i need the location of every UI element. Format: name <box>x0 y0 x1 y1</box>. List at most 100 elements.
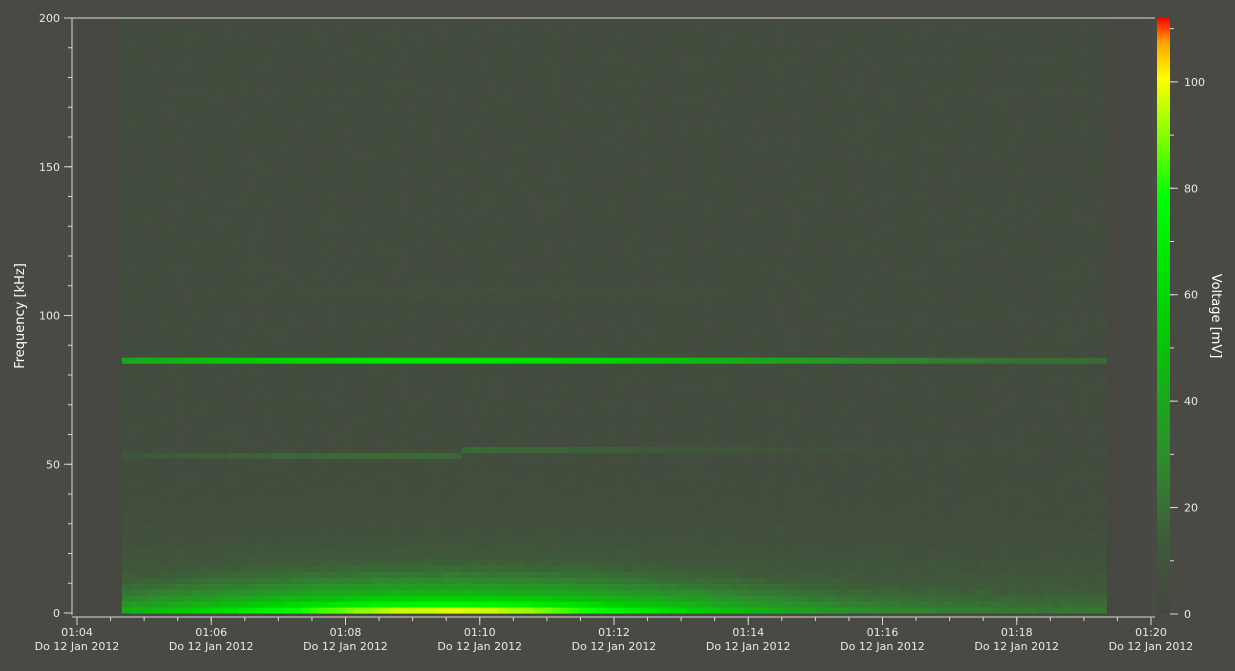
heatmap-cell <box>247 29 257 37</box>
heatmap-cell <box>470 315 481 322</box>
heatmap-cell <box>336 589 347 596</box>
heatmap-cell <box>202 119 212 126</box>
heatmap-cell <box>345 482 356 489</box>
heatmap-cell <box>461 559 472 566</box>
heatmap-cell <box>524 53 535 61</box>
heatmap-cell <box>148 428 159 436</box>
heatmap-cell <box>345 125 356 132</box>
heatmap-cell <box>470 488 481 495</box>
heatmap-cell <box>417 65 427 73</box>
heatmap-cell <box>318 333 329 340</box>
heatmap-cell <box>435 553 445 561</box>
heatmap-cell <box>202 434 212 442</box>
heatmap-cell <box>444 160 454 168</box>
heatmap-cell <box>515 71 526 79</box>
heatmap-cell <box>184 262 194 269</box>
heatmap-cell <box>497 166 508 174</box>
heatmap-cell <box>381 166 391 174</box>
heatmap-cell <box>184 232 194 239</box>
heatmap-cell <box>551 601 561 608</box>
heatmap-cell <box>202 333 212 340</box>
heatmap-cell <box>256 160 266 168</box>
heatmap-cell <box>524 535 535 543</box>
heatmap-cell <box>551 95 561 102</box>
heatmap-cell <box>139 196 150 204</box>
heatmap-cell <box>175 244 186 251</box>
heatmap-cell <box>452 380 463 388</box>
heatmap-cell <box>202 279 212 287</box>
heatmap-cell <box>148 416 159 424</box>
heatmap-cell <box>461 190 472 198</box>
heatmap-cell <box>551 434 561 442</box>
heatmap-cell <box>452 178 463 186</box>
heatmap-cell <box>282 309 293 317</box>
heatmap-cell <box>327 95 338 102</box>
heatmap-cell <box>336 65 347 73</box>
heatmap-cell <box>157 571 168 578</box>
heatmap-cell <box>202 47 212 55</box>
heatmap-cell <box>417 202 427 209</box>
heatmap-cell <box>381 446 391 453</box>
heatmap-cell <box>139 119 150 126</box>
heatmap-cell <box>426 29 436 37</box>
heatmap-cell <box>336 529 347 537</box>
heatmap-cell <box>121 190 132 198</box>
heatmap-cell <box>184 184 194 192</box>
heatmap-cell <box>354 71 365 79</box>
heatmap-cell <box>193 607 203 614</box>
heatmap-cell <box>426 458 436 465</box>
heatmap-cell <box>327 101 338 108</box>
heatmap-cell <box>533 196 543 204</box>
heatmap-cell <box>345 601 356 608</box>
heatmap-cell <box>461 59 472 67</box>
heatmap-cell <box>506 18 517 25</box>
heatmap-cell <box>542 202 552 209</box>
heatmap-cell <box>139 380 150 388</box>
heatmap-cell <box>309 446 320 453</box>
heatmap-cell <box>318 65 329 73</box>
heatmap-cell <box>256 184 266 192</box>
heatmap-cell <box>560 214 570 221</box>
heatmap-cell <box>533 547 543 555</box>
heatmap-cell <box>560 559 570 566</box>
heatmap-cell <box>193 357 203 364</box>
heatmap-cell <box>202 285 212 293</box>
heatmap-cell <box>256 517 266 525</box>
heatmap-cell <box>139 583 150 590</box>
heatmap-cell <box>399 214 409 221</box>
heatmap-cell <box>497 369 508 376</box>
heatmap-cell <box>220 256 230 263</box>
heatmap-cell <box>542 482 552 489</box>
heatmap-cell <box>220 71 230 79</box>
heatmap-cell <box>202 398 212 406</box>
heatmap-cell <box>148 303 159 311</box>
heatmap-cell <box>524 256 535 263</box>
heatmap-cell <box>506 446 517 453</box>
heatmap-cell <box>560 499 570 507</box>
heatmap-cell <box>354 148 365 156</box>
heatmap-cell <box>399 380 409 388</box>
heatmap-cell <box>148 113 159 120</box>
heatmap-cell <box>247 607 257 614</box>
heatmap-cell <box>426 232 436 239</box>
heatmap-cell <box>497 154 508 162</box>
heatmap-cell <box>524 464 535 471</box>
heatmap-cell <box>336 77 347 85</box>
heatmap-cell <box>551 125 561 132</box>
heatmap-cell <box>345 315 356 322</box>
heatmap-cell <box>130 380 141 388</box>
heatmap-cell <box>175 464 186 471</box>
heatmap-cell <box>184 523 194 531</box>
heatmap-cell <box>247 529 257 537</box>
heatmap-cell <box>282 571 293 578</box>
heatmap-cell <box>470 71 481 79</box>
heatmap-cell <box>336 53 347 61</box>
heatmap-cell <box>264 279 275 287</box>
heatmap-cell <box>354 440 365 447</box>
heatmap-cell <box>148 77 159 85</box>
heatmap-cell <box>506 273 517 281</box>
heatmap-cell <box>256 428 266 436</box>
heatmap-cell <box>363 267 373 275</box>
heatmap-cell <box>417 529 427 537</box>
heatmap-cell <box>148 380 159 388</box>
